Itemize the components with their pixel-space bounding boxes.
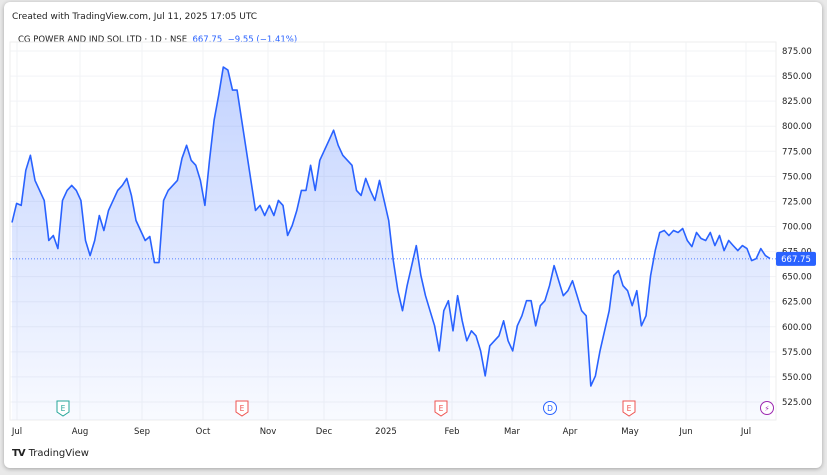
price-change: −9.55 (−1.41%) <box>227 35 298 45</box>
y-tick-label: 750.00 <box>782 172 812 182</box>
earnings-marker-icon <box>235 400 249 417</box>
x-tick-label: Apr <box>563 427 578 437</box>
y-tick-label: 650.00 <box>782 273 812 283</box>
event-marker-label: E <box>61 404 66 413</box>
y-tick-label: 575.00 <box>782 348 812 358</box>
x-tick-label: Mar <box>504 427 521 437</box>
y-tick-label: 525.00 <box>782 398 812 408</box>
y-tick-label: 700.00 <box>782 223 812 233</box>
split-marker-icon <box>760 401 774 415</box>
event-marker-label: E <box>627 404 632 413</box>
symbol-name: CG POWER AND IND SOL LTD · 1D · NSE <box>18 35 188 45</box>
y-tick-label: 825.00 <box>782 97 812 107</box>
earnings-marker-icon <box>56 400 70 417</box>
x-tick-label: Nov <box>260 427 277 437</box>
tradingview-logo[interactable]: TV TradingView <box>12 448 89 459</box>
y-tick-label: 775.00 <box>782 147 812 157</box>
event-marker-label: E <box>439 404 444 413</box>
event-marker-label: D <box>547 404 553 413</box>
x-tick-label: Jun <box>678 427 692 437</box>
x-tick-label: Sep <box>134 427 150 437</box>
earnings-marker-icon <box>434 400 448 417</box>
x-tick-label: Aug <box>72 427 89 437</box>
x-tick-label: Feb <box>444 427 459 437</box>
y-tick-label: 550.00 <box>782 373 812 383</box>
event-marker-label: ⚡ <box>764 404 769 413</box>
y-tick-label: 875.00 <box>782 47 812 57</box>
x-tick-label: Dec <box>316 427 333 437</box>
last-price: 667.75 <box>192 35 223 45</box>
symbol-legend: CG POWER AND IND SOL LTD · 1D · NSE 667.… <box>18 35 297 45</box>
x-tick-label: Jul <box>11 427 22 437</box>
y-tick-label: 725.00 <box>782 197 812 207</box>
last-price-badge <box>776 251 816 266</box>
y-tick-label: 600.00 <box>782 323 812 333</box>
y-tick-label: 850.00 <box>782 72 812 82</box>
x-tick-label: Jul <box>740 427 751 437</box>
y-tick-label: 625.00 <box>782 298 812 308</box>
tv-logo-icon: TV <box>12 448 26 459</box>
price-line <box>11 66 771 387</box>
dividend-marker-icon <box>543 401 557 415</box>
x-tick-label: 2025 <box>375 427 397 437</box>
x-tick-label: Oct <box>196 427 211 437</box>
credit-text: Created with TradingView.com, Jul 11, 20… <box>12 12 258 22</box>
brand-name: TradingView <box>28 448 89 459</box>
y-tick-label: 800.00 <box>782 122 812 132</box>
last-price-label: 667.75 <box>781 255 811 265</box>
earnings-marker-icon <box>622 400 636 417</box>
x-tick-label: May <box>621 427 639 437</box>
event-marker-label: E <box>240 404 245 413</box>
